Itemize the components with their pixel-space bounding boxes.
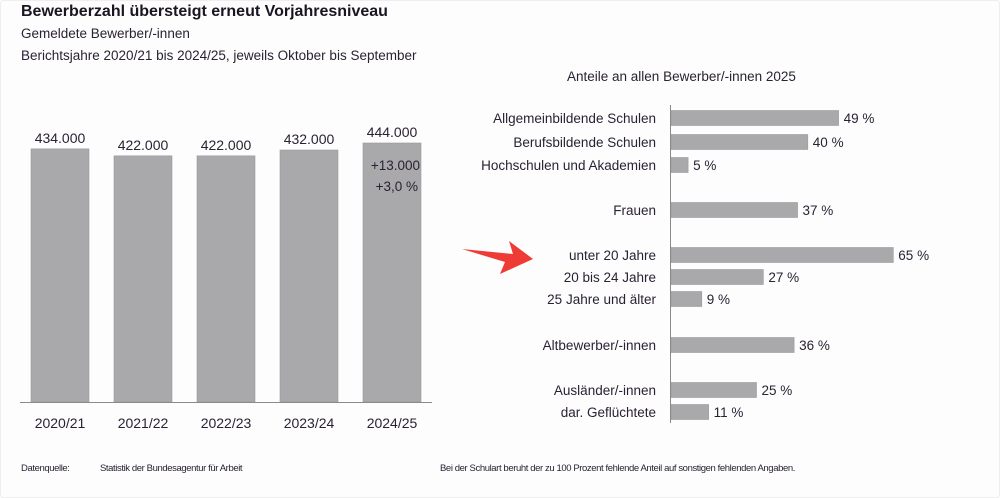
- share-bar: [670, 202, 798, 218]
- column-value-label: 434.000: [35, 130, 86, 146]
- arrow-shape: [462, 241, 533, 274]
- share-value-label: 65 %: [898, 248, 929, 263]
- column-bar: [279, 149, 339, 403]
- column-value-label: 432.000: [284, 131, 335, 147]
- category-label: unter 20 Jahre: [569, 248, 656, 263]
- share-bar: [670, 110, 839, 126]
- x-tick-label: 2023/24: [284, 415, 335, 431]
- category-label: Altbewerber/-innen: [543, 338, 656, 353]
- applicants-column-chart: 434.000 2020/21 422.000 2021/22 422.000 2022/…: [20, 124, 432, 431]
- change-percent-label: +3,0 %: [376, 179, 418, 194]
- column-value-label: 422.000: [201, 137, 252, 153]
- share-bar: [670, 157, 689, 173]
- column-bar: [196, 155, 256, 403]
- share-bar: [670, 404, 709, 420]
- share-value-label: 40 %: [813, 135, 844, 150]
- share-bar: [670, 291, 703, 307]
- x-tick-label: 2020/21: [35, 415, 86, 431]
- category-label: Frauen: [613, 203, 656, 218]
- chart-title: Bewerberzahl übersteigt erneut Vorjahres…: [21, 3, 388, 20]
- column-bar: [30, 148, 90, 403]
- share-value-label: 5 %: [693, 158, 716, 173]
- column-value-label: 444.000: [367, 124, 418, 140]
- category-label: 20 bis 24 Jahre: [564, 270, 656, 285]
- share-bar: [670, 247, 894, 263]
- share-value-label: 36 %: [799, 338, 830, 353]
- x-tick-label: 2024/25: [367, 415, 418, 431]
- share-value-label: 25 %: [762, 383, 793, 398]
- source-value: Statistik der Bundesagentur für Arbeit: [100, 463, 243, 474]
- category-label: Berufsbildende Schulen: [513, 135, 656, 150]
- shares-chart-title: Anteile an allen Bewerber/-innen 2025: [567, 69, 796, 84]
- category-label: dar. Geflüchtete: [561, 405, 656, 420]
- change-absolute-label: +13.000: [371, 158, 420, 173]
- share-value-label: 9 %: [707, 292, 730, 307]
- chart-subtitle: Gemeldete Bewerber/-innen: [21, 26, 190, 41]
- category-label: Allgemeinbildende Schulen: [493, 111, 656, 126]
- category-label: Hochschulen und Akademien: [481, 158, 656, 173]
- column-bar: [362, 142, 422, 403]
- share-value-label: 37 %: [803, 203, 834, 218]
- column-bar: [113, 155, 173, 403]
- category-label: Ausländer/-innen: [554, 383, 656, 398]
- share-value-label: 49 %: [844, 111, 875, 126]
- share-bar: [670, 134, 809, 150]
- share-value-label: 11 %: [714, 405, 744, 420]
- source-label: Datenquelle:: [21, 463, 70, 474]
- column-value-label: 422.000: [118, 137, 169, 153]
- x-tick-label: 2022/23: [201, 415, 252, 431]
- share-bar: [670, 269, 764, 285]
- category-label: 25 Jahre und älter: [547, 292, 656, 307]
- shares-bar-chart: Allgemeinbildende Schulen 49 % Berufsbilde…: [481, 105, 929, 423]
- share-value-label: 27 %: [768, 270, 799, 285]
- red-arrow-icon: [462, 241, 533, 274]
- share-bar: [670, 337, 795, 353]
- footnote: Bei der Schulart beruht der zu 100 Proze…: [440, 463, 795, 474]
- x-tick-label: 2021/22: [118, 415, 169, 431]
- share-bar: [670, 382, 757, 398]
- chart-period: Berichtsjahre 2020/21 bis 2024/25, jewei…: [21, 48, 417, 63]
